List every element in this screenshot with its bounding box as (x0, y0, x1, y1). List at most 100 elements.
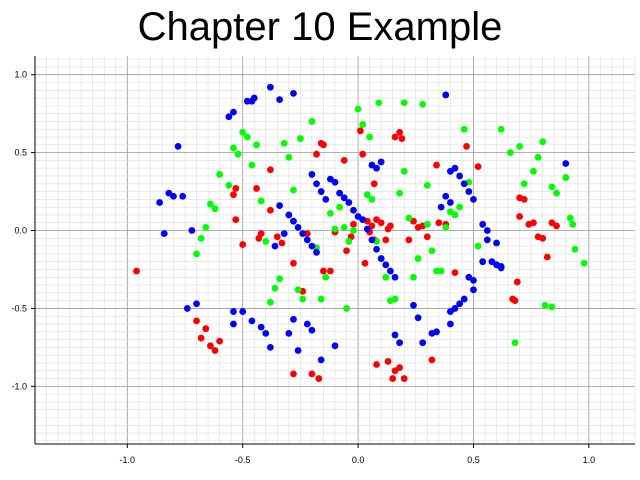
chart-title: Chapter 10 Example (137, 5, 503, 49)
data-point (368, 236, 376, 244)
x-tick-label: -0.5 (235, 455, 251, 465)
data-point (405, 236, 413, 244)
y-tick-label: 1.0 (14, 70, 27, 80)
data-point (356, 127, 364, 135)
data-point (497, 262, 505, 270)
data-point (377, 158, 385, 166)
data-point (230, 144, 237, 152)
data-point (396, 339, 404, 347)
data-point (553, 222, 560, 230)
data-point (322, 195, 330, 203)
data-point (562, 174, 570, 181)
data-point (313, 248, 320, 256)
data-point (234, 150, 242, 158)
y-tick-label: 0.0 (14, 226, 27, 236)
data-point (474, 242, 482, 250)
data-point (359, 216, 367, 224)
data-point (400, 375, 408, 382)
data-point (340, 157, 348, 164)
data-point (230, 308, 237, 315)
data-point (313, 150, 320, 158)
data-point (280, 230, 288, 238)
data-point (483, 227, 491, 234)
data-point (543, 253, 551, 261)
data-point (285, 211, 293, 219)
data-point (345, 199, 353, 206)
y-tick-label: 0.5 (14, 148, 27, 158)
data-point (336, 203, 344, 211)
data-point (308, 118, 316, 125)
data-point (308, 242, 316, 250)
data-point (317, 188, 325, 195)
data-point (290, 217, 297, 225)
data-point (276, 202, 284, 209)
data-point (488, 258, 496, 266)
data-point (396, 364, 404, 372)
data-point (350, 227, 357, 234)
data-point (580, 259, 588, 267)
data-point (530, 167, 537, 175)
data-point (326, 209, 334, 217)
data-point (273, 233, 281, 241)
data-point (239, 241, 247, 248)
data-point (366, 133, 374, 141)
data-point (460, 125, 468, 133)
data-point (391, 331, 399, 339)
data-point (520, 180, 528, 188)
data-point (553, 189, 560, 197)
data-point (382, 273, 390, 281)
axes (34, 56, 635, 445)
data-point (230, 320, 237, 328)
data-point (343, 247, 350, 255)
data-point (232, 185, 240, 192)
data-point (211, 205, 219, 213)
data-point (470, 276, 477, 284)
data-point (423, 220, 431, 228)
data-point (483, 236, 491, 244)
data-point (361, 259, 369, 267)
data-point (280, 139, 288, 147)
data-point (373, 245, 380, 253)
data-point (160, 230, 168, 238)
data-point (465, 188, 473, 195)
data-point (206, 200, 214, 208)
data-point (206, 342, 214, 350)
data-point (211, 347, 219, 354)
x-tick-label: 0.5 (467, 455, 480, 465)
data-point (248, 317, 256, 325)
data-point (382, 261, 390, 269)
data-point (262, 329, 270, 337)
data-point (317, 295, 325, 303)
data-point (299, 295, 307, 303)
data-point (386, 222, 394, 230)
data-point (511, 297, 519, 305)
data-point (451, 164, 459, 172)
data-point (375, 99, 383, 107)
data-point (174, 142, 182, 150)
data-point (541, 301, 549, 309)
data-point (460, 180, 468, 188)
data-point (156, 199, 164, 206)
data-point (266, 83, 274, 91)
x-tick-label: -1.0 (120, 455, 136, 465)
data-point (313, 180, 320, 188)
data-point (437, 267, 445, 275)
data-point (257, 197, 265, 205)
data-point (331, 178, 339, 186)
data-point (479, 220, 487, 228)
data-point (326, 267, 334, 275)
series-1 (133, 127, 560, 382)
data-point (386, 267, 394, 275)
data-point (456, 172, 464, 180)
data-point (262, 238, 270, 245)
data-point (539, 138, 547, 146)
data-point (497, 125, 505, 133)
data-point (368, 195, 376, 203)
data-point (285, 153, 293, 161)
data-point (232, 216, 240, 224)
data-point (266, 298, 274, 306)
data-point (350, 206, 357, 214)
x-axis-ticks: -1.0 -0.5 0.0 0.5 1.0 (120, 444, 595, 465)
data-point (548, 303, 556, 311)
